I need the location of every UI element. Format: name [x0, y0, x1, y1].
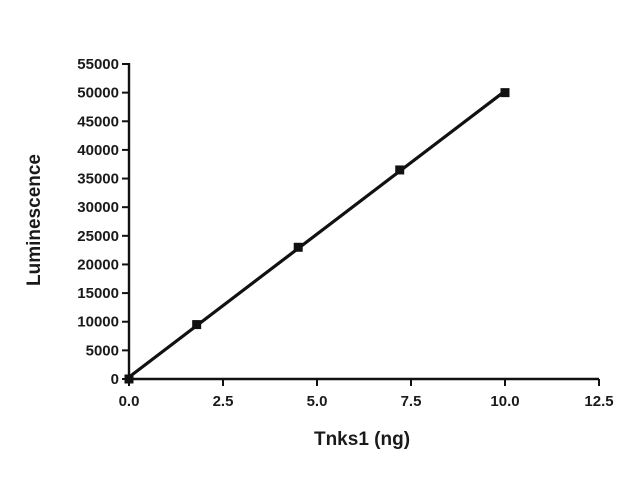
- y-tick-label: 15000: [77, 285, 119, 302]
- y-tick-label: 0: [111, 371, 119, 388]
- x-tick-label: 0.0: [119, 393, 140, 410]
- y-tick-label: 40000: [77, 142, 119, 159]
- y-tick-label: 45000: [77, 113, 119, 130]
- axes: [127, 63, 599, 381]
- x-tick-label: 12.5: [584, 393, 613, 410]
- series-fit-line: [127, 89, 507, 379]
- data-point: [500, 88, 510, 98]
- y-ticks: 0 5000 10000 15000 20000 25000 30000 35000 40000…: [77, 56, 129, 388]
- y-tick-label: 50000: [77, 85, 119, 102]
- y-tick-label: 5000: [86, 342, 119, 359]
- y-tick-label: 10000: [77, 314, 119, 331]
- y-tick-label: 25000: [77, 228, 119, 245]
- y-axis-title: Luminescence: [24, 154, 45, 286]
- data-point: [395, 165, 405, 175]
- x-axis-title: Tnks1 (ng): [314, 429, 410, 450]
- series-layer: [124, 88, 510, 384]
- y-tick-label: 30000: [77, 199, 119, 216]
- x-ticks: 0.0 2.5 5.0 7.5 10.0 12.5: [119, 379, 614, 410]
- y-tick-label: 55000: [77, 56, 119, 73]
- data-point: [192, 320, 202, 330]
- y-tick-label: 20000: [77, 256, 119, 273]
- x-tick-label: 10.0: [490, 393, 519, 410]
- x-tick-label: 2.5: [213, 393, 234, 410]
- data-point: [293, 242, 303, 252]
- x-tick-label: 5.0: [307, 393, 328, 410]
- y-tick-label: 35000: [77, 171, 119, 188]
- x-tick-label: 7.5: [401, 393, 422, 410]
- data-point: [124, 374, 134, 384]
